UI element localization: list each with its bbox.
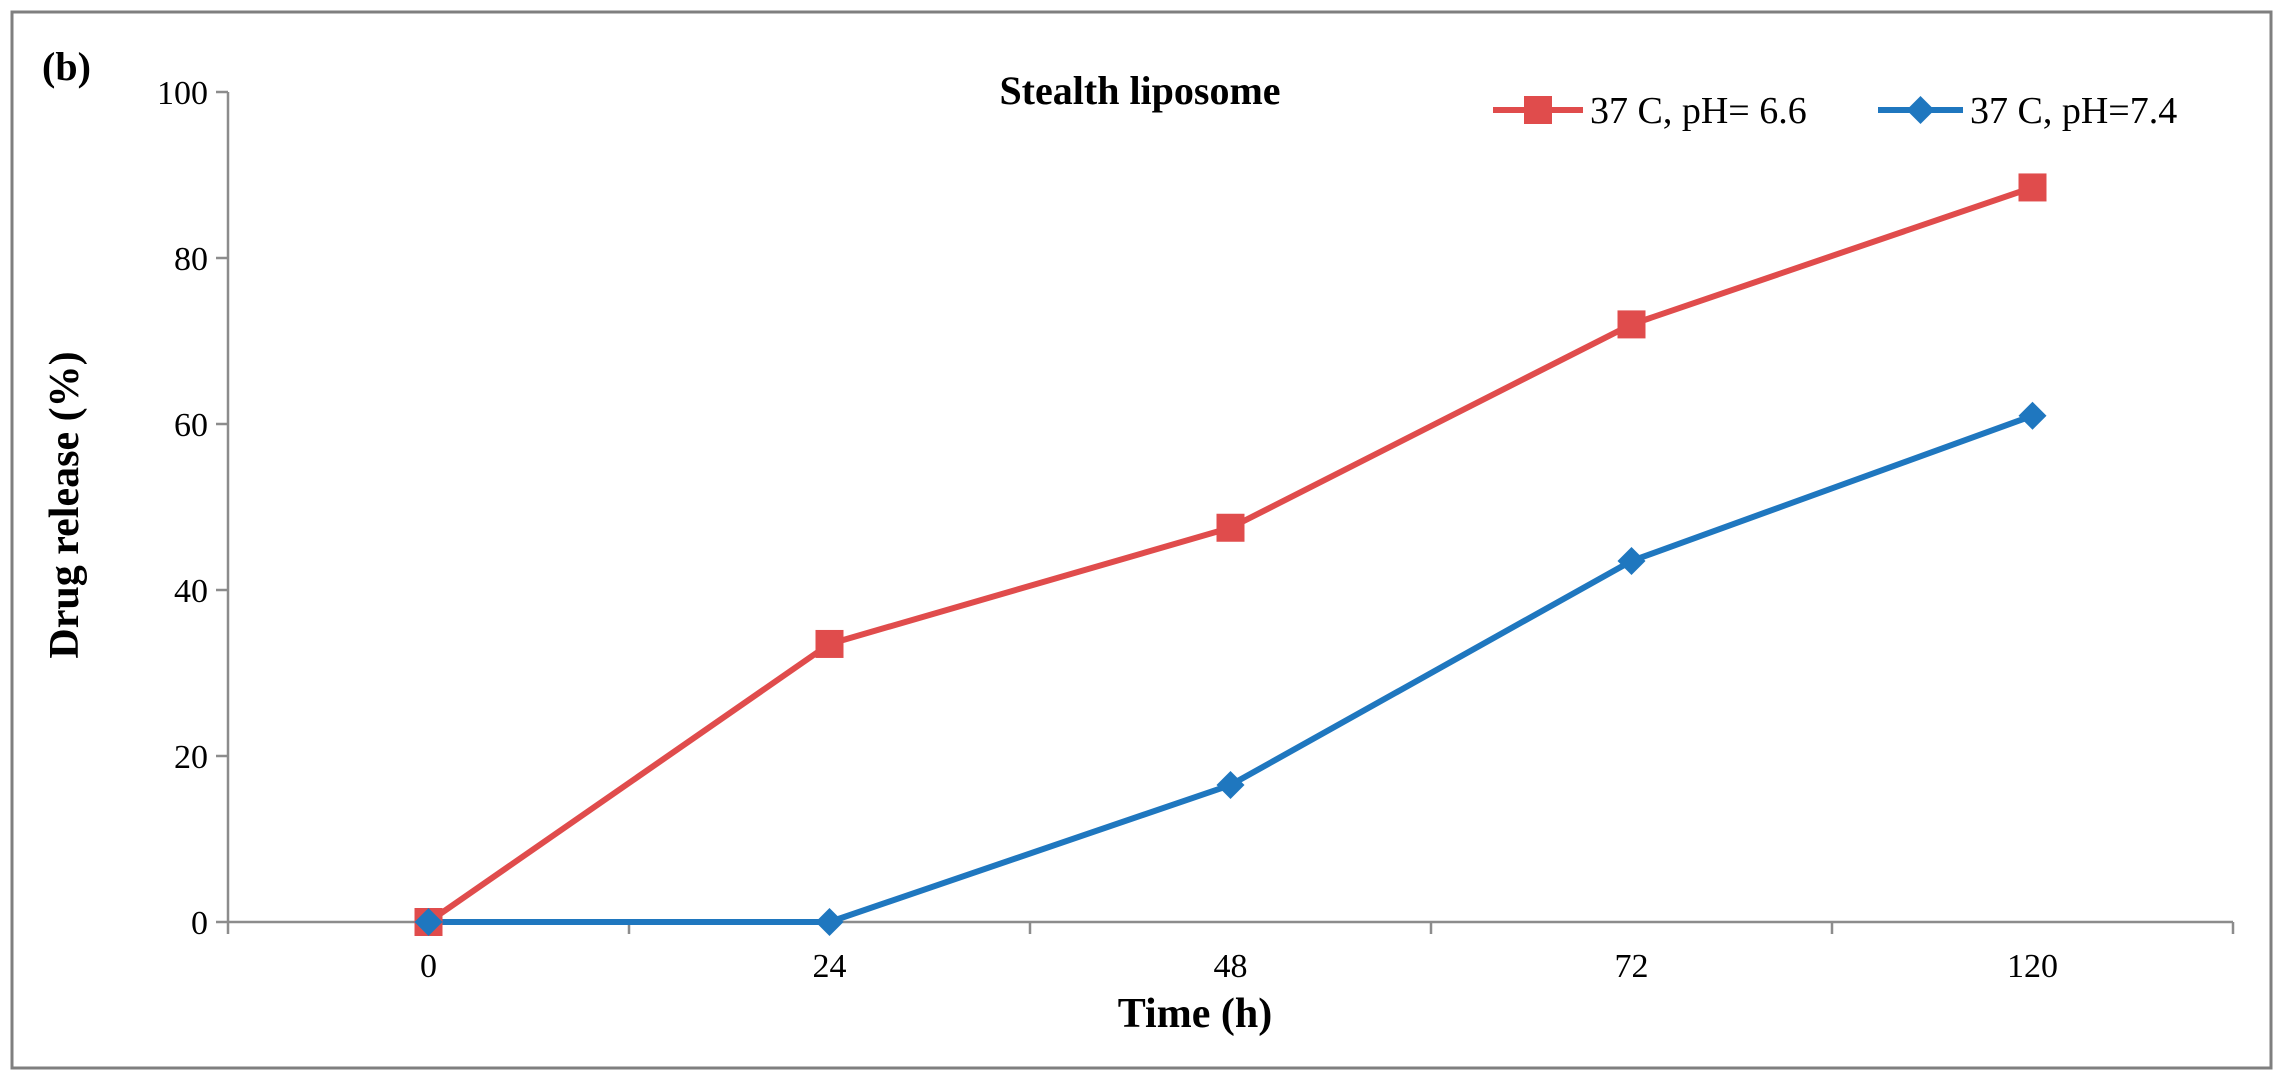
data-point: [1617, 310, 1646, 339]
data-point: [1617, 546, 1646, 575]
data-point: [2018, 173, 2047, 202]
data-point: [1216, 513, 1245, 542]
data-point: [414, 908, 443, 936]
series-layer: [414, 173, 2047, 936]
y-tick-label: 0: [191, 905, 208, 942]
legend-item: 37 C, pH= 6.6: [1493, 90, 1807, 132]
figure-border: [10, 10, 2273, 1070]
data-point: [815, 629, 844, 658]
y-tick-label: 20: [174, 739, 208, 776]
x-axis-title: Time (h): [1118, 991, 1272, 1037]
series-2-markers: [414, 401, 2047, 936]
y-tick-label: 100: [157, 75, 208, 112]
legend-label: 37 C, pH=7.4: [1970, 90, 2177, 132]
panel-label: (b): [42, 44, 91, 89]
x-tick-label: 48: [1214, 948, 1248, 985]
legend-item: 37 C, pH=7.4: [1878, 90, 2177, 132]
data-point: [815, 908, 844, 936]
legend-label: 37 C, pH= 6.6: [1590, 90, 1807, 132]
x-tick-label: 120: [2007, 948, 2058, 985]
y-tick-label: 80: [174, 241, 208, 278]
x-tick-label: 0: [420, 948, 437, 985]
chart-title: Stealth liposome: [999, 68, 1280, 113]
y-tick-label: 60: [174, 407, 208, 444]
x-tick-label: 24: [813, 948, 847, 985]
data-point: [2018, 401, 2047, 430]
data-point: [1216, 771, 1245, 800]
legend-marker: [1524, 96, 1552, 124]
legend-marker: [1906, 96, 1935, 124]
y-tick-label: 40: [174, 573, 208, 610]
x-tick-label: 72: [1615, 948, 1649, 985]
y-axis-title: Drug release (%): [42, 351, 88, 658]
legend: 37 C, pH= 6.6 37 C, pH=7.4: [1493, 90, 2177, 132]
